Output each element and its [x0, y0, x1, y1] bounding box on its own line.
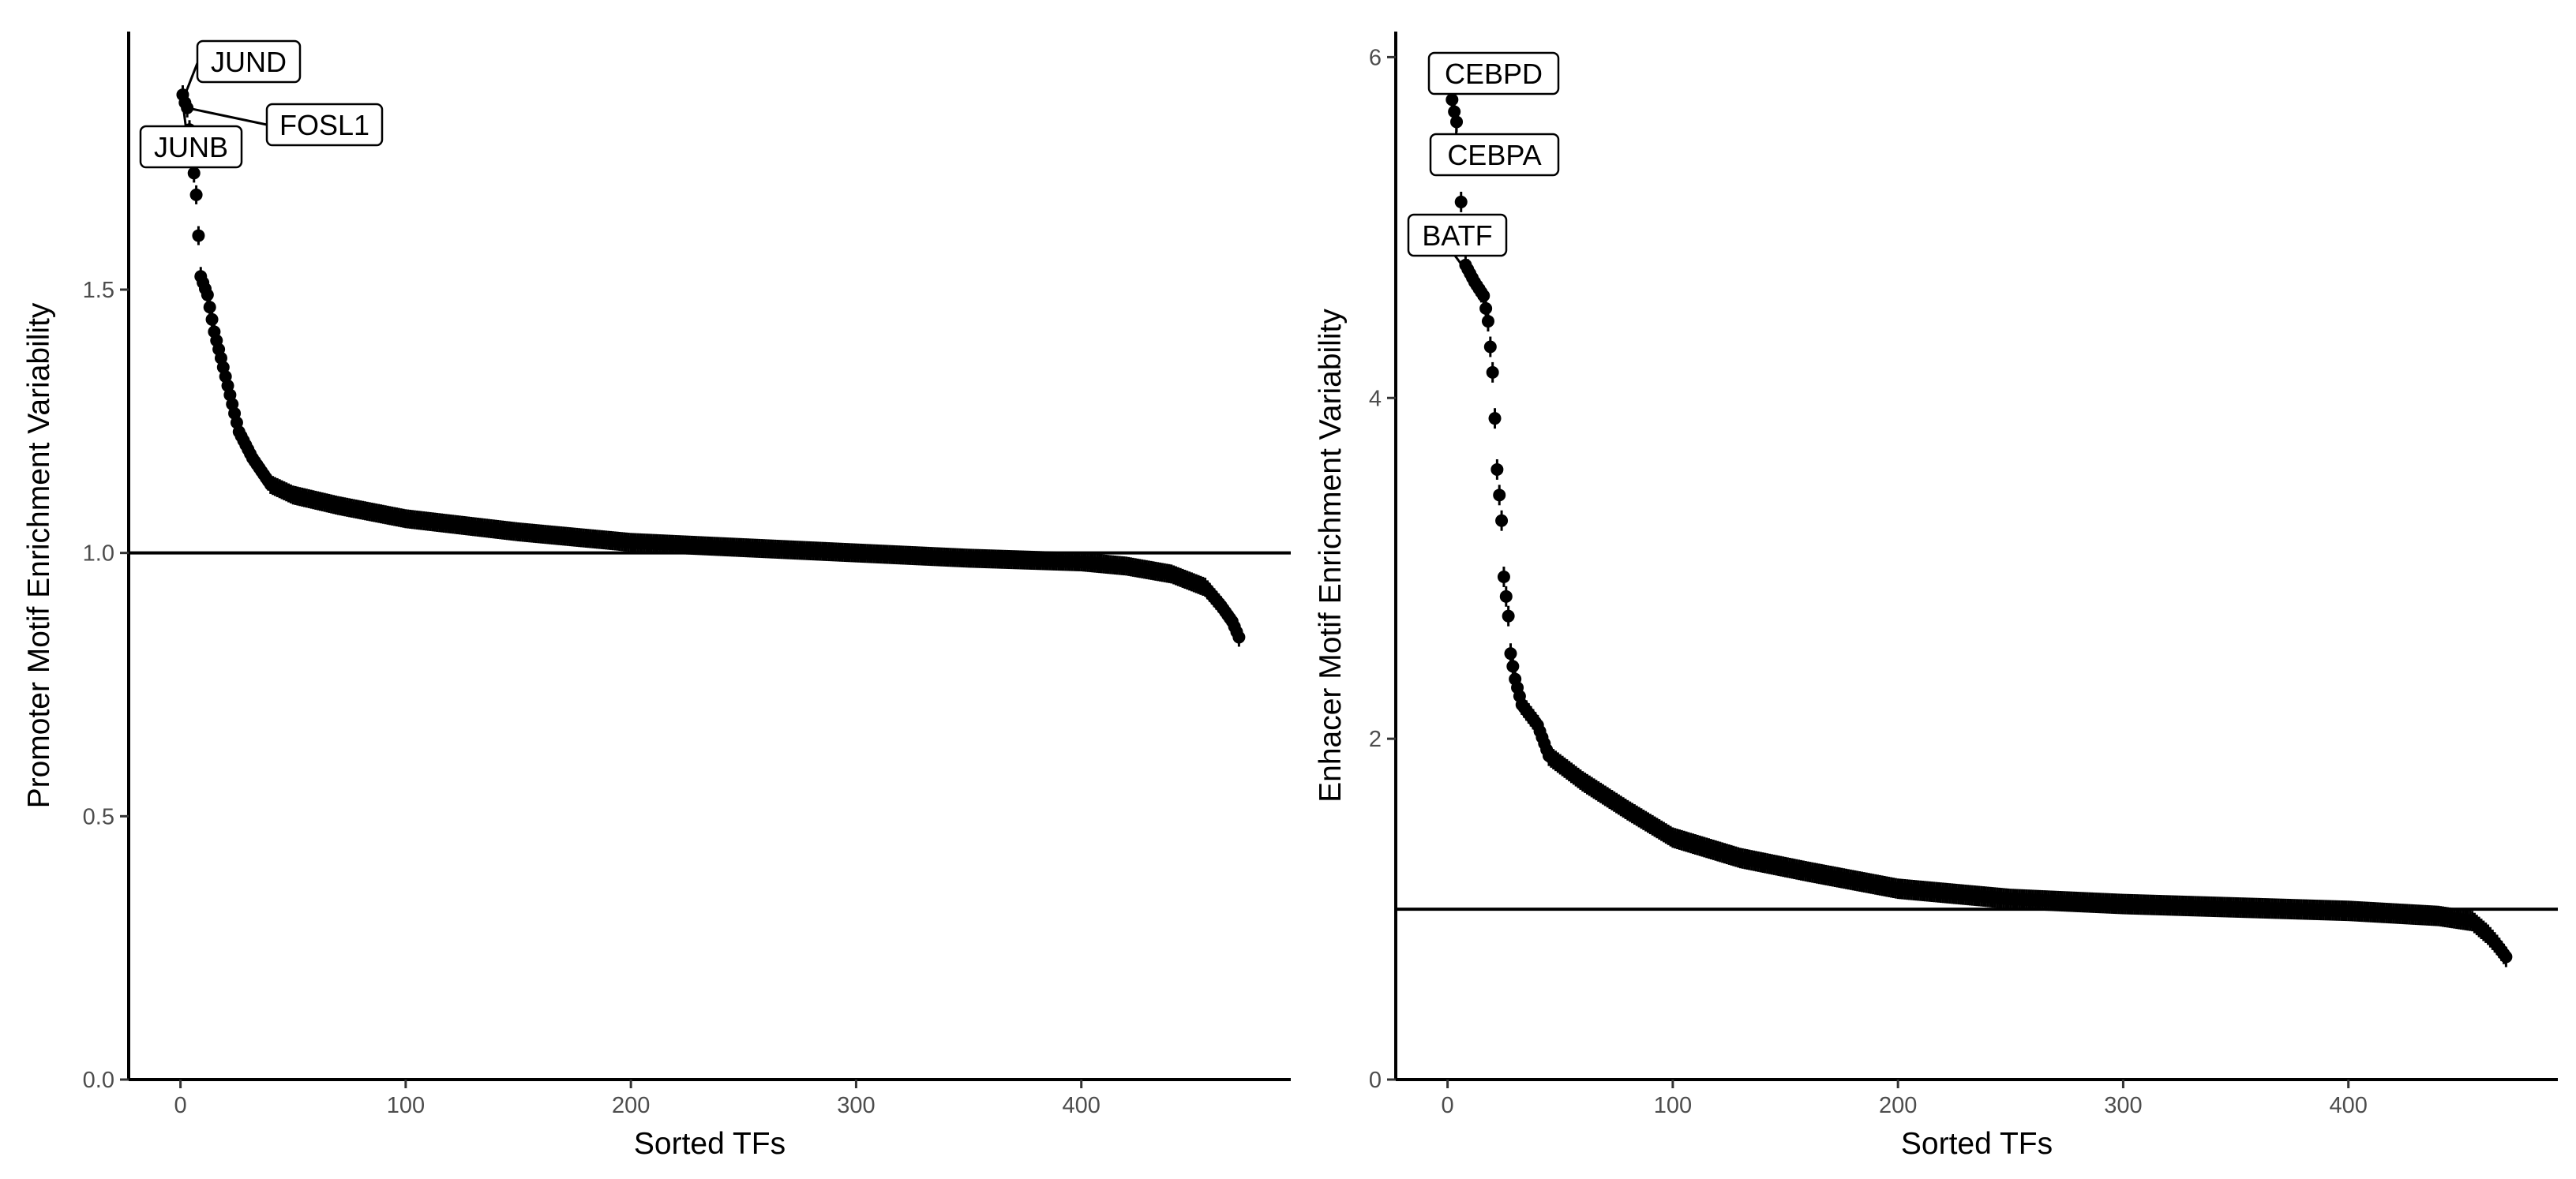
x-tick-label: 0 [174, 1093, 187, 1118]
x-tick-label: 200 [1879, 1093, 1917, 1118]
callout-box [139, 125, 243, 169]
data-point [205, 313, 219, 326]
y-tick-label: 2 [1369, 727, 1382, 752]
data-point [189, 188, 203, 201]
callout-leader [1453, 255, 1476, 283]
data-point [1454, 195, 1468, 208]
callout-label-jund: JUND [211, 46, 287, 78]
enhancer-panel: 0 100 200 300 400 0 2 4 6 Sorted TFs Enhacer Motif… [1314, 32, 2558, 1161]
x-tick-label: 300 [2104, 1093, 2142, 1118]
x-tick-label: 300 [837, 1093, 875, 1118]
x-axis-title: Sorted TFs [1901, 1127, 2053, 1161]
y-tick-label: 1.5 [83, 278, 114, 303]
callout-label-cebpd: CEBPD [1445, 58, 1543, 90]
y-tick-label: 1.0 [83, 541, 114, 567]
callout-label-fosl1: FOSL1 [279, 109, 369, 141]
data-point [1504, 647, 1517, 661]
data-point [1499, 590, 1513, 603]
data-point [1502, 609, 1515, 623]
data-point [1497, 570, 1510, 583]
callout-leader [183, 62, 199, 95]
callout-box [1427, 51, 1560, 95]
data-point [1481, 315, 1494, 328]
data-point [192, 229, 205, 242]
callout-label-junb: JUNB [154, 131, 228, 163]
x-tick-label: 400 [2330, 1093, 2368, 1118]
data-point [201, 288, 214, 301]
data-point [1488, 412, 1502, 425]
data-point [1477, 289, 1490, 302]
y-axis-title: Promoter Motif Enrichment Variability [22, 302, 56, 808]
y-tick-label: 0.5 [83, 804, 114, 829]
y-tick-label: 6 [1369, 45, 1382, 70]
y-tick-label: 0 [1369, 1068, 1382, 1093]
data-point [203, 301, 216, 314]
data-point [187, 167, 201, 180]
callout-box [1429, 133, 1560, 177]
points-series [1443, 72, 2513, 968]
data-point [1486, 365, 1499, 379]
promoter-panel: 0 100 200 300 400 0.0 0.5 1.0 1.5 Sorted TFs Promo… [22, 32, 1291, 1161]
data-point [1493, 488, 1506, 502]
data-point [1483, 340, 1497, 354]
callout-box [196, 39, 302, 84]
y-tick-label: 4 [1369, 386, 1382, 411]
callout-leader [186, 107, 268, 126]
callout-label-batf: BATF [1422, 219, 1492, 252]
x-tick-label: 0 [1442, 1093, 1454, 1118]
x-tick-label: 400 [1063, 1093, 1101, 1118]
data-point [2499, 950, 2513, 964]
x-axis-title: Sorted TFs [634, 1127, 786, 1161]
y-tick-label: 0.0 [83, 1068, 114, 1093]
callout-label-cebpa: CEBPA [1447, 139, 1541, 171]
data-point [1490, 462, 1504, 476]
data-point [1495, 514, 1509, 527]
data-point [1445, 93, 1459, 107]
data-point [1479, 301, 1493, 315]
points-series [176, 85, 1246, 647]
x-tick-label: 100 [387, 1093, 425, 1118]
callout-box [1407, 213, 1508, 257]
y-axis-title: Enhacer Motif Enrichment Variability [1314, 309, 1348, 803]
x-tick-label: 100 [1654, 1093, 1692, 1118]
x-tick-label: 200 [612, 1093, 650, 1118]
callout-box [265, 103, 384, 147]
data-point [1232, 631, 1246, 644]
data-point [1506, 660, 1520, 673]
